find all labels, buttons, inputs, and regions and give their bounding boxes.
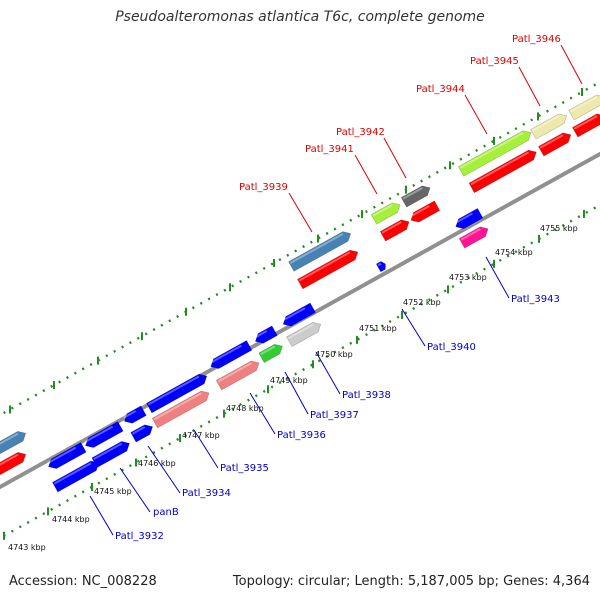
leader-line — [249, 392, 276, 435]
gene-patl3934[interactable] — [130, 422, 156, 443]
gene-patl3942-cds[interactable] — [408, 200, 441, 225]
gene-left-steelblue[interactable] — [0, 428, 28, 456]
scale-label: 4755 kbp — [540, 224, 578, 233]
gene-label-patl3932[interactable]: Patl_3932 — [115, 531, 164, 542]
gene-patl3944-cds[interactable] — [468, 147, 539, 194]
gene-label-patl3938[interactable]: Patl_3938 — [342, 390, 391, 401]
scale-label: 4749 kbp — [270, 376, 308, 385]
gene-lower-e[interactable] — [208, 340, 253, 372]
gene-label-patl3941[interactable]: Patl_3941 — [305, 144, 354, 155]
scale-label: 4746 kbp — [138, 459, 176, 468]
gene-lower-f[interactable] — [253, 325, 278, 346]
gene-patl3941-cds[interactable] — [379, 217, 412, 242]
gene-lower-d[interactable] — [146, 371, 209, 414]
gene-patl3937[interactable] — [258, 341, 285, 364]
labels: Patl_3939 Patl_3941 Patl_3942 Patl_3944 … — [8, 34, 578, 552]
gene-patl3942[interactable] — [400, 183, 433, 208]
leader-line — [119, 467, 151, 513]
scale-label: 4751 kbp — [359, 324, 397, 333]
gene-lower-g[interactable] — [280, 302, 316, 329]
gene-label-patl3934[interactable]: Patl_3934 — [182, 488, 231, 499]
gene-panb[interactable] — [91, 438, 132, 468]
leader-line — [147, 445, 181, 494]
tracks — [0, 80, 600, 540]
gene-patl3939-cds[interactable] — [297, 247, 360, 290]
scale-label: 4754 kbp — [495, 248, 533, 257]
leader-line — [383, 137, 407, 179]
scale-label: 4753 kbp — [449, 273, 487, 282]
leader-line — [288, 192, 313, 233]
gene-lower-a[interactable] — [46, 442, 87, 471]
gene-label-patl3935[interactable]: Patl_3935 — [220, 463, 269, 474]
scale-label: 4748 kbp — [226, 404, 264, 413]
gene-label-patl3943[interactable]: Patl_3943 — [511, 294, 560, 305]
gene-label-panb[interactable]: panB — [153, 507, 179, 518]
accession-text: Accession: NC_008228 — [9, 574, 157, 589]
gene-label-patl3936[interactable]: Patl_3936 — [277, 430, 326, 441]
leader-line — [193, 429, 219, 469]
scale-label: 4752 kbp — [403, 298, 441, 307]
gene-patl3939[interactable] — [288, 229, 354, 272]
leader-line — [518, 66, 541, 107]
gene-left-red[interactable] — [0, 449, 28, 477]
gene-label-patl3945[interactable]: Patl_3945 — [470, 56, 519, 67]
gene-patl3940[interactable] — [375, 260, 387, 273]
gene-label-patl3940[interactable]: Patl_3940 — [427, 342, 476, 353]
scale-label: 4747 kbp — [182, 431, 220, 440]
leader-line — [401, 308, 426, 347]
scale-label: 4743 kbp — [8, 543, 46, 552]
gene-patl3945-cds[interactable] — [538, 130, 573, 157]
gene-label-patl3939[interactable]: Patl_3939 — [239, 182, 288, 193]
gene-patl3946-cds[interactable] — [572, 111, 600, 138]
leader-line — [560, 44, 583, 85]
leader-lines — [89, 44, 583, 536]
scale-label: 4745 kbp — [94, 487, 132, 496]
scale-label: 4750 kbp — [315, 350, 353, 359]
gene-label-patl3944[interactable]: Patl_3944 — [416, 84, 465, 95]
gene-patl3944[interactable] — [457, 128, 533, 177]
leader-line — [464, 94, 488, 135]
gene-lower-b[interactable] — [83, 421, 124, 450]
gene-label-patl3946[interactable]: Patl_3946 — [512, 34, 561, 45]
topology-text: Topology: circular; Length: 5,187,005 bp… — [232, 574, 590, 589]
leader-line — [315, 351, 341, 395]
leader-line — [354, 154, 378, 195]
scale-label: 4744 kbp — [52, 515, 90, 524]
gene-patl3943[interactable] — [458, 224, 491, 249]
gene-label-patl3937[interactable]: Patl_3937 — [310, 410, 359, 421]
gene-patl3943-blue[interactable] — [453, 207, 484, 231]
gene-patl3935[interactable] — [151, 388, 212, 429]
gene-patl3945[interactable] — [530, 111, 570, 140]
leader-line — [89, 495, 114, 536]
leader-line — [485, 256, 510, 299]
gene-patl3938[interactable] — [286, 319, 324, 347]
gene-patl3936[interactable] — [215, 358, 262, 391]
gene-patl3946[interactable] — [568, 92, 600, 121]
map-title: Pseudoalteromonas atlantica T6c, complet… — [115, 9, 485, 25]
gene-label-patl3942[interactable]: Patl_3942 — [336, 127, 385, 138]
leader-line — [284, 371, 309, 415]
gene-patl3941[interactable] — [370, 200, 403, 225]
gene-lower-c[interactable] — [122, 405, 147, 426]
